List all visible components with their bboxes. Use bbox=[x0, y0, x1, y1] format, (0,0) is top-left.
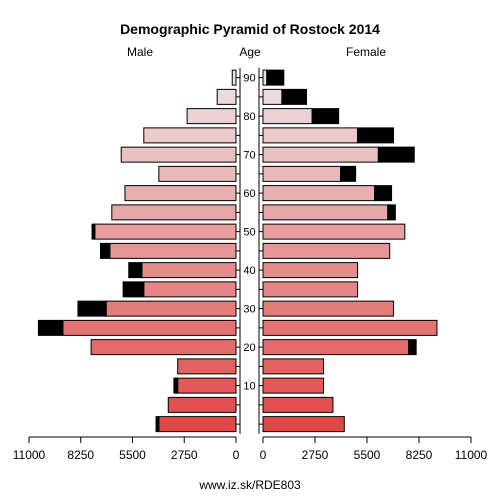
female-excess-bar-20-24 bbox=[408, 339, 417, 356]
male-bar-20-24 bbox=[90, 339, 237, 356]
male-bar-50-54 bbox=[94, 223, 237, 240]
age-tick-label: 70 bbox=[243, 150, 255, 162]
female-bar-70-74 bbox=[262, 146, 379, 163]
age-tick-label: 90 bbox=[243, 73, 255, 85]
source-caption: www.iz.sk/RDE803 bbox=[198, 478, 301, 492]
male-label: Male bbox=[127, 45, 153, 59]
male-bars bbox=[37, 69, 237, 433]
female-bar-45-49 bbox=[262, 242, 391, 259]
age-tick-label: 10 bbox=[243, 381, 255, 393]
male-excess-bar-10-14 bbox=[173, 377, 179, 394]
female-excess-bar-75-79 bbox=[357, 127, 394, 144]
male-bar-65-69 bbox=[158, 165, 237, 182]
male-bar-70-74 bbox=[120, 146, 237, 163]
female-bars bbox=[262, 69, 438, 433]
female-bar-85-89 bbox=[262, 88, 283, 105]
female-bar-90+ bbox=[262, 69, 268, 86]
female-excess-bar-80-84 bbox=[311, 108, 340, 125]
male-bar-75-79 bbox=[143, 127, 237, 144]
female-bar-75-79 bbox=[262, 127, 359, 144]
male-excess-bar-30-34 bbox=[77, 300, 107, 317]
female-bar-25-29 bbox=[262, 319, 438, 336]
female-bar-80-84 bbox=[262, 108, 313, 125]
age-tick-label: 60 bbox=[243, 188, 255, 200]
female-bar-65-69 bbox=[262, 165, 342, 182]
male-excess-bar-25-29 bbox=[37, 319, 64, 336]
age-tick-label: 20 bbox=[243, 342, 255, 354]
x-tick-label-left: 0 bbox=[233, 448, 240, 462]
age-tick-label: 30 bbox=[243, 304, 255, 316]
male-bar-35-39 bbox=[143, 281, 237, 298]
female-label: Female bbox=[346, 45, 386, 59]
male-bar-85-89 bbox=[216, 88, 237, 105]
x-tick-label-right: 2750 bbox=[302, 448, 329, 462]
male-bar-45-49 bbox=[109, 242, 237, 259]
female-bar-55-59 bbox=[262, 204, 389, 221]
female-bar-20-24 bbox=[262, 339, 410, 356]
x-tick-label-left: 8250 bbox=[67, 448, 94, 462]
female-bar-50-54 bbox=[262, 223, 406, 240]
male-bar-5-9 bbox=[167, 396, 237, 413]
male-excess-bar-0-4 bbox=[155, 416, 160, 433]
x-axis-male: 11000 8250 5500 2750 0 bbox=[13, 436, 240, 462]
male-bar-90+ bbox=[231, 69, 237, 86]
male-bar-30-34 bbox=[105, 300, 237, 317]
x-tick-label-right: 0 bbox=[260, 448, 267, 462]
male-bar-40-44 bbox=[141, 262, 237, 279]
female-excess-bar-70-74 bbox=[377, 146, 415, 163]
female-excess-bar-60-64 bbox=[374, 185, 393, 202]
x-tick-label-left: 11000 bbox=[13, 448, 46, 462]
x-tick-label-left: 5500 bbox=[119, 448, 146, 462]
age-tick-label: 50 bbox=[243, 227, 255, 239]
x-tick-label-right: 8250 bbox=[406, 448, 433, 462]
x-axis-female: 0 2750 5500 8250 11000 bbox=[260, 436, 488, 462]
male-bar-80-84 bbox=[186, 108, 237, 125]
female-bar-5-9 bbox=[262, 396, 334, 413]
chart-title: Demographic Pyramid of Rostock 2014 bbox=[120, 21, 380, 37]
female-excess-bar-85-89 bbox=[281, 88, 307, 105]
male-bar-55-59 bbox=[111, 204, 237, 221]
male-excess-bar-45-49 bbox=[100, 242, 111, 259]
female-excess-bar-55-59 bbox=[387, 204, 396, 221]
male-bar-25-29 bbox=[62, 319, 237, 336]
female-bar-15-19 bbox=[262, 358, 325, 375]
age-tick-label: 80 bbox=[243, 111, 255, 123]
male-bar-0-4 bbox=[158, 416, 237, 433]
male-bar-10-14 bbox=[177, 377, 237, 394]
female-excess-bar-65-69 bbox=[340, 165, 357, 182]
female-bar-40-44 bbox=[262, 262, 359, 279]
female-excess-bar-90+ bbox=[266, 69, 285, 86]
male-bar-15-19 bbox=[177, 358, 237, 375]
x-tick-label-left: 2750 bbox=[171, 448, 198, 462]
female-bar-60-64 bbox=[262, 185, 376, 202]
male-bar-60-64 bbox=[124, 185, 237, 202]
female-bar-0-4 bbox=[262, 416, 345, 433]
female-bar-10-14 bbox=[262, 377, 325, 394]
x-tick-label-right: 5500 bbox=[354, 448, 381, 462]
male-excess-bar-40-44 bbox=[128, 262, 143, 279]
age-tick-label: 40 bbox=[243, 265, 255, 277]
female-bar-35-39 bbox=[262, 281, 359, 298]
male-excess-bar-50-54 bbox=[91, 223, 96, 240]
female-bar-30-34 bbox=[262, 300, 394, 317]
age-label: Age bbox=[239, 45, 261, 59]
male-excess-bar-35-39 bbox=[122, 281, 145, 298]
x-tick-label-right: 11000 bbox=[455, 448, 488, 462]
age-axis: 10 20 30 40 50 60 70 80 90 bbox=[236, 68, 263, 434]
